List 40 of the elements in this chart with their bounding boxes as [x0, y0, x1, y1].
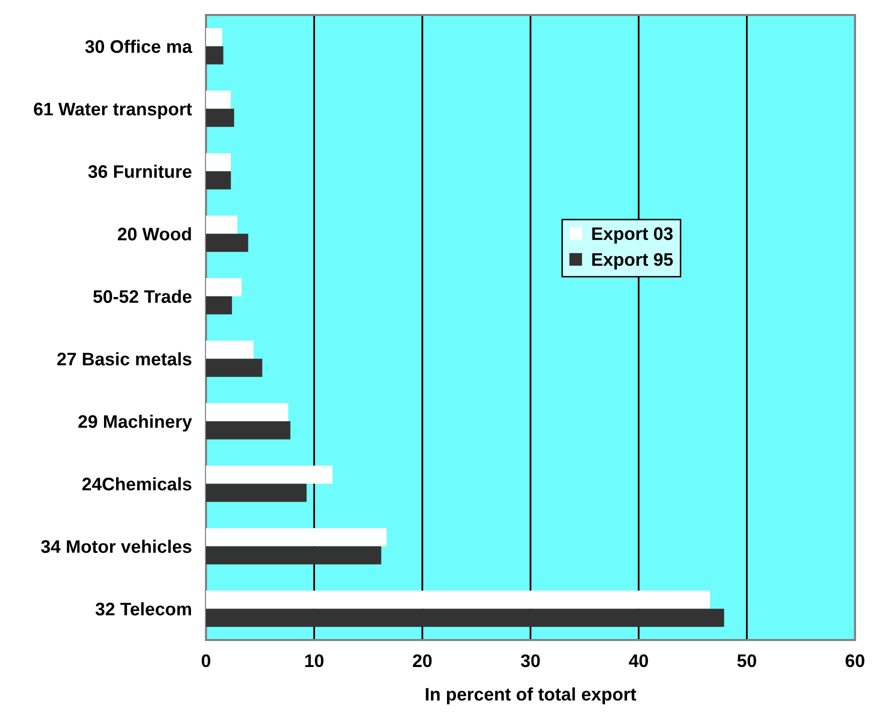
bar — [206, 296, 232, 314]
bar — [206, 108, 234, 127]
x-tick-label: 20 — [412, 654, 432, 668]
y-tick-label: 24Chemicals — [82, 477, 192, 490]
x-axis-title: In percent of total export — [426, 687, 636, 704]
bar — [206, 358, 262, 377]
y-tick-label: 27 Basic metals — [57, 352, 192, 366]
legend-label: Export 95 — [592, 253, 673, 270]
bar — [206, 278, 242, 296]
bar — [206, 90, 231, 109]
bar — [206, 46, 224, 64]
x-tick-label: 40 — [628, 654, 648, 668]
y-tick-label: 30 Office ma — [85, 40, 192, 53]
y-tick-label: 36 Furniture — [88, 164, 192, 178]
bar — [206, 216, 238, 234]
x-tick-label: 30 — [520, 654, 540, 668]
x-tick-label: 50 — [737, 654, 756, 668]
y-tick-label: 32 Telecom — [96, 602, 191, 616]
bar — [206, 608, 724, 627]
bar — [206, 466, 333, 484]
y-tick-label: 29 Machinery — [78, 414, 192, 432]
bar — [206, 546, 382, 564]
bar — [206, 421, 290, 440]
bar — [206, 403, 288, 422]
x-tick-label: 0 — [202, 654, 210, 668]
y-tick-label: 34 Motor vehicles — [41, 540, 192, 553]
bar — [206, 171, 231, 190]
bar — [206, 234, 248, 252]
y-tick-label: 50-52 Trade — [93, 290, 192, 303]
bar — [206, 590, 710, 609]
x-tick-label: 60 — [846, 654, 864, 668]
bar — [206, 484, 307, 502]
bar — [206, 528, 387, 546]
legend-label: Export 03 — [592, 227, 673, 244]
x-tick-label: 10 — [305, 654, 324, 668]
bar — [206, 28, 222, 46]
bar — [206, 153, 231, 172]
bar — [206, 340, 254, 359]
y-tick-label: 20 Wood — [118, 227, 191, 240]
y-tick-label: 61 Water transport — [34, 102, 192, 120]
